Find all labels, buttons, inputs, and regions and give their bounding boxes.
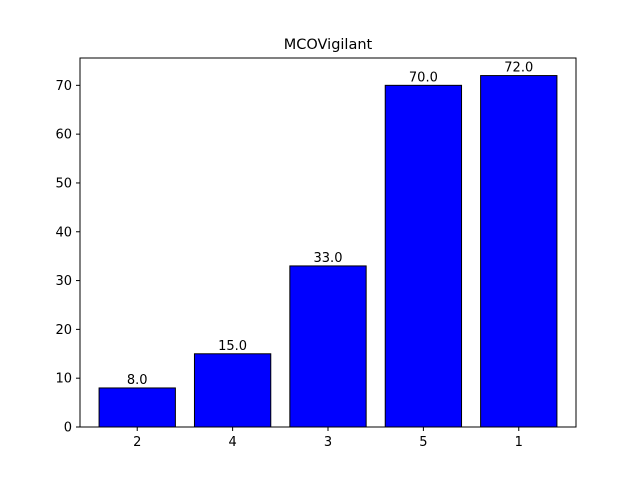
y-tick-label: 50 (55, 176, 72, 191)
y-tick-label: 40 (55, 225, 72, 240)
y-tick-label: 10 (55, 372, 72, 387)
x-tick-label: 5 (419, 435, 427, 450)
data-label-2: 8.0 (127, 373, 148, 388)
chart-title: MCOVigilant (284, 37, 373, 53)
x-tick-label: 2 (133, 435, 141, 450)
data-label-1: 72.0 (504, 61, 533, 76)
data-label-5: 70.0 (409, 70, 438, 85)
bar-2 (98, 387, 176, 428)
data-label-4: 15.0 (218, 339, 247, 354)
x-axis: 2 4 3 5 1 (133, 427, 523, 450)
x-tick-label: 3 (324, 435, 332, 450)
bar-3 (289, 265, 367, 428)
bar-1 (480, 75, 558, 428)
y-tick-label: 20 (55, 323, 72, 338)
x-tick-label: 4 (228, 435, 236, 450)
x-tick-label: 1 (515, 435, 523, 450)
y-tick-label: 60 (55, 128, 72, 143)
y-tick-label: 0 (64, 421, 72, 436)
bar-4 (193, 353, 272, 428)
data-labels-layer: 8.0 15.0 33.0 70.0 72.0 (127, 61, 533, 388)
y-tick-label: 30 (55, 274, 72, 289)
bar-5 (384, 84, 463, 428)
data-label-3: 33.0 (314, 251, 343, 266)
y-tick-label: 70 (55, 79, 72, 94)
bars-layer (98, 75, 558, 428)
y-axis: 0 10 20 30 40 50 60 70 (55, 79, 80, 436)
plot-frame (79, 57, 577, 428)
